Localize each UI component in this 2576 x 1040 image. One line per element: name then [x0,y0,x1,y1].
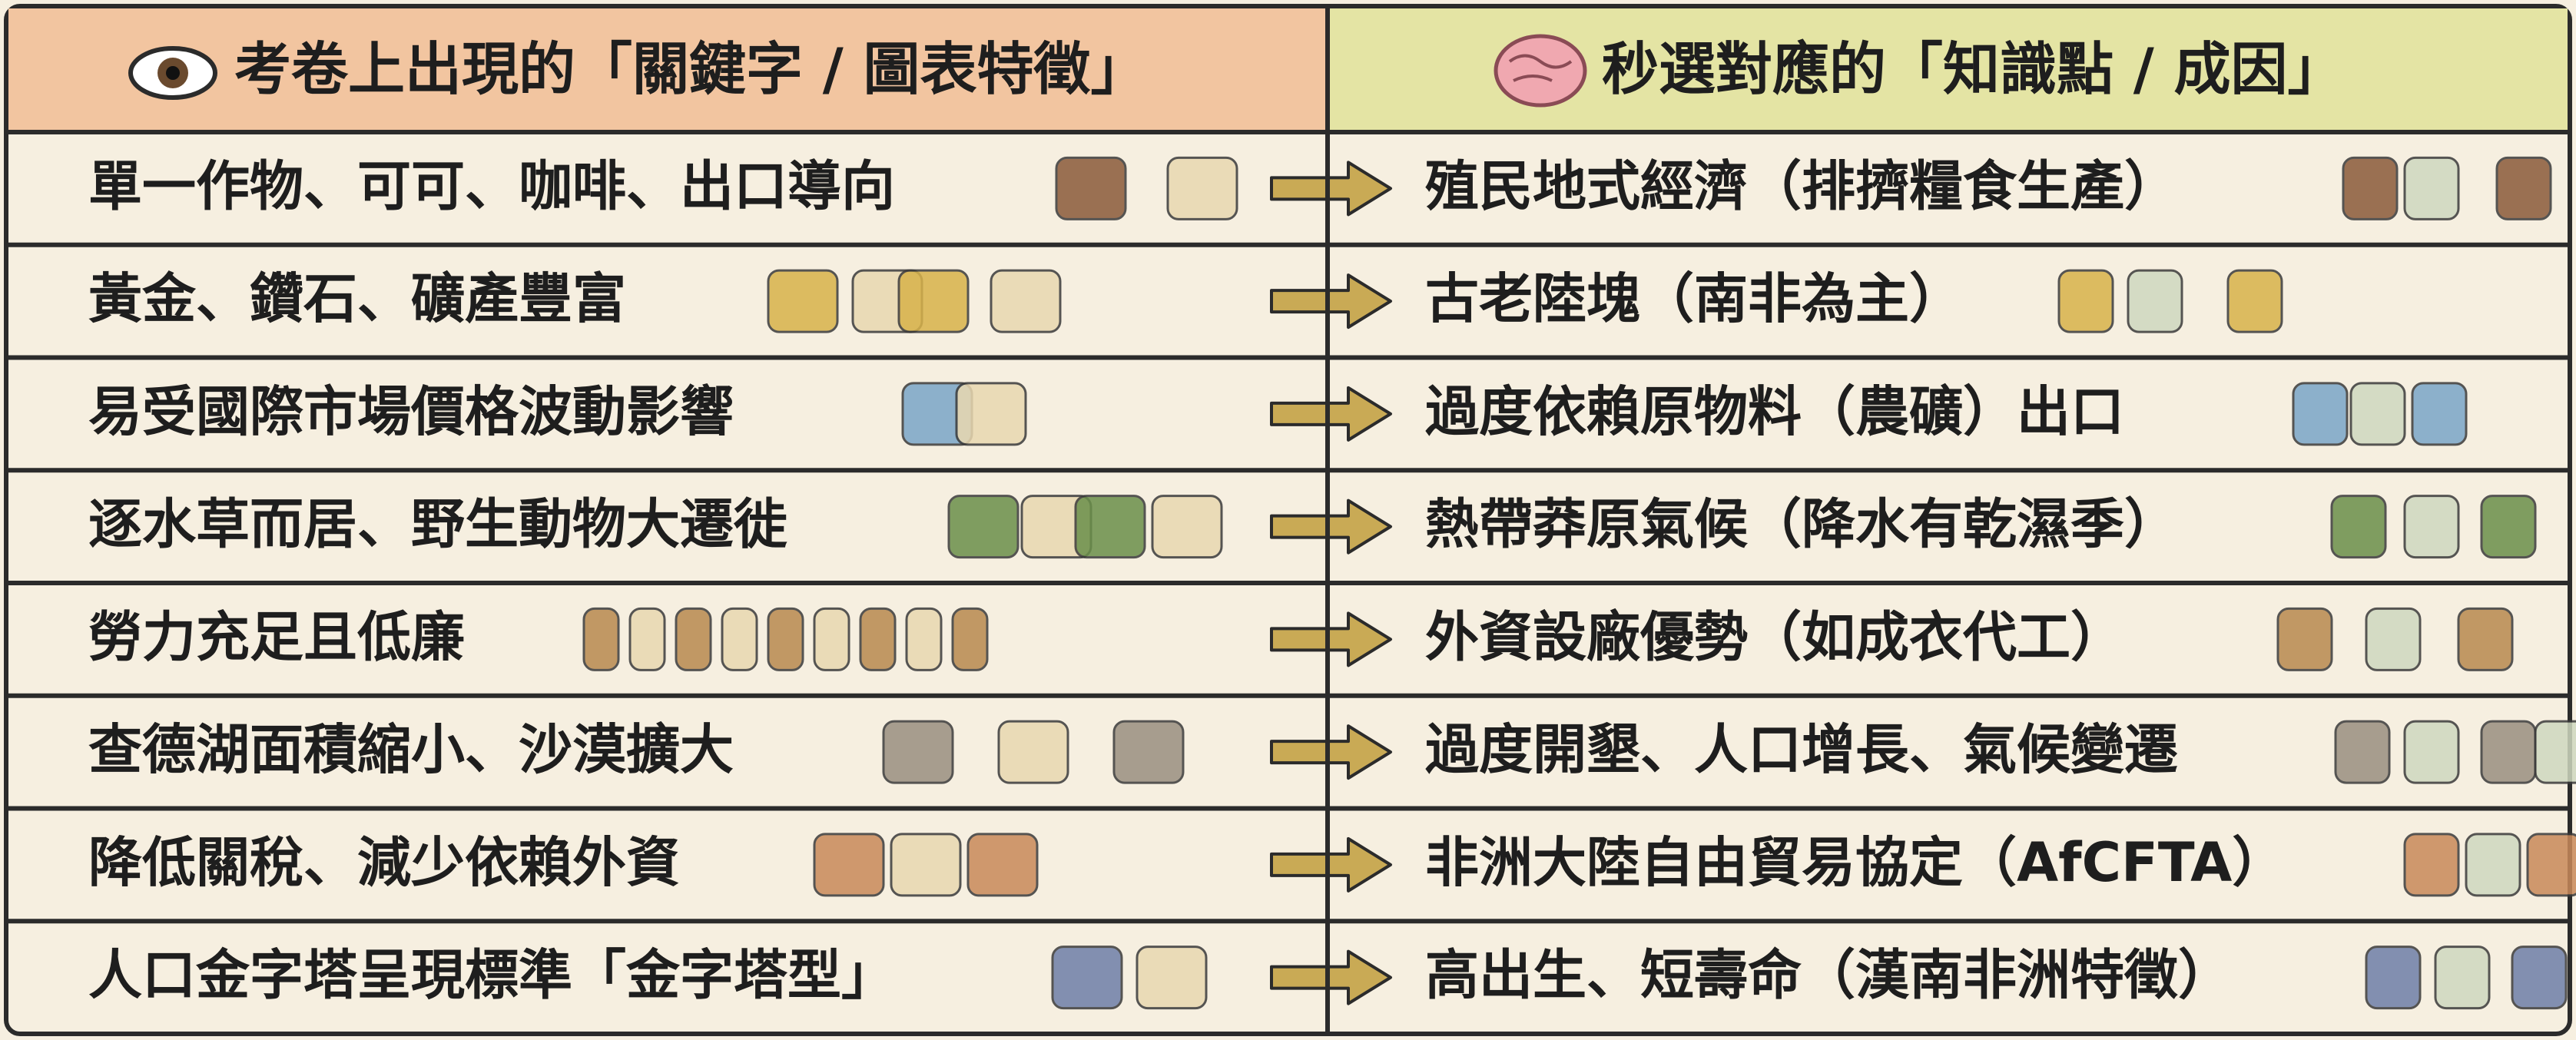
concept-text: 殖民地式經濟（排擠糧食生產） [1425,154,2178,217]
row-icons [947,495,2537,559]
concept-text: 熱帶莽原氣候（降水有乾濕季） [1425,493,2178,556]
icon [2495,156,2552,220]
arrow [1270,273,1392,330]
arrow [1270,836,1392,893]
arrow [1270,161,1392,217]
arrow [1270,949,1392,1005]
icon [2534,720,2576,784]
icon [1074,495,1146,559]
arrow [1270,611,1392,667]
icon [2403,156,2460,220]
row-icons [582,607,2514,671]
icon [2511,946,2568,1010]
icon [951,607,989,671]
concept-text: 外資設廠優勢（如成衣代工） [1425,605,2124,668]
row-icons [882,720,2576,784]
icon [882,720,954,784]
icon [2480,495,2537,559]
icon [767,269,839,333]
icon [947,495,1019,559]
icon [2434,946,2491,1010]
icon [582,607,620,671]
left-header: 考卷上出現的「關鍵字 / 圖表特徵」 [234,37,1148,103]
right-header: 秒選對應的「知識點 / 成因」 [1602,37,2345,103]
row-icons [1051,946,2568,1010]
icon [2403,495,2460,559]
icon [2465,833,2521,897]
arrow [1270,386,1392,442]
concept-text: 古老陸塊（南非為主） [1425,267,1963,330]
keyword-text: 單一作物、可可、咖啡、出口導向 [88,154,895,217]
concept-text: 過度開墾、人口增長、氣候變遷 [1425,718,2178,781]
arrow [1270,498,1392,555]
icon [2057,269,2114,333]
icon [2330,495,2387,559]
concept-text: 非洲大陸自由貿易協定（AfCFTA） [1425,831,2286,894]
icon [1051,946,1123,1010]
left-header-bg [8,8,1328,132]
icon [2480,720,2537,784]
row-icons [901,382,2468,446]
icon [955,382,1027,446]
eye-icon [128,46,217,100]
icon [1151,495,1223,559]
icon [2526,833,2576,897]
icon [2292,382,2349,446]
icon [675,607,712,671]
keyword-text: 逐水草而居、野生動物大遷徙 [88,493,787,556]
icon [966,833,1039,897]
keyword-text: 人口金字塔呈現標準「金字塔型」 [88,944,895,1007]
icon [859,607,897,671]
icon [2342,156,2399,220]
keyword-text: 黃金、鑽石、礦產豐富 [88,267,626,330]
icon [767,607,804,671]
icon [1166,156,1238,220]
row-icons [767,269,2283,333]
icon [2365,607,2422,671]
brain-icon [1494,34,1587,108]
icon [2365,946,2422,1010]
keyword-text: 查德湖面積縮小、沙漠擴大 [88,718,734,781]
icon [2411,382,2468,446]
icon [2127,269,2183,333]
icon [2349,382,2406,446]
row-icons [1055,156,2552,220]
icon [813,833,885,897]
icon [890,833,962,897]
icon [1055,156,1127,220]
icon [990,269,1062,333]
icon [813,607,850,671]
icon [2276,607,2333,671]
icon [628,607,666,671]
icon [721,607,758,671]
keyword-text: 降低關稅、減少依賴外資 [88,831,680,894]
keyword-text: 勞力充足且低廉 [88,605,465,668]
icon [1135,946,1208,1010]
keyword-text: 易受國際市場價格波動影響 [88,380,734,443]
concept-text: 過度依賴原物料（農礦）出口 [1425,380,2124,443]
icon [2457,607,2514,671]
row-icons [813,833,2576,897]
icon [2226,269,2283,333]
icon [905,607,943,671]
concept-text: 高出生、短壽命（漢南非洲特徵） [1425,944,2232,1007]
icon [2403,833,2460,897]
icon [2334,720,2391,784]
arrow [1270,724,1392,780]
icon [997,720,1069,784]
icon [2403,720,2460,784]
icon [897,269,970,333]
icon [1112,720,1185,784]
